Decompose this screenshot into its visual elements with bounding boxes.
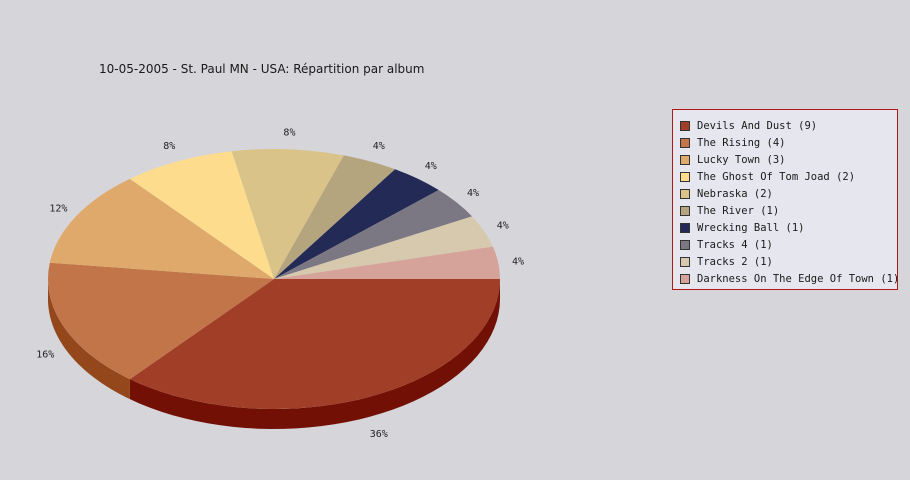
pie-tops bbox=[48, 149, 500, 409]
legend-label: Devils And Dust (9) bbox=[697, 119, 818, 132]
pie-slice-3 bbox=[49, 178, 275, 279]
pie-slice-4 bbox=[129, 151, 274, 279]
legend-label: Tracks 4 (1) bbox=[697, 238, 773, 251]
pie-slice-9 bbox=[274, 216, 493, 279]
legend-swatch bbox=[680, 137, 690, 148]
pie-percent-label-3: 12% bbox=[49, 204, 67, 215]
legend-item-8: Tracks 4 (1) bbox=[680, 236, 897, 253]
legend-item-9: Tracks 2 (1) bbox=[680, 253, 897, 270]
legend-swatch bbox=[680, 171, 690, 182]
legend-label: The Ghost Of Tom Joad (2) bbox=[697, 170, 856, 183]
pie-sides bbox=[48, 279, 500, 429]
legend-item-5: Nebraska (2) bbox=[680, 185, 897, 202]
pie-percent-label-7: 4% bbox=[425, 161, 437, 172]
pie-labels: 36% 16% 12% 8% 8% 4% 4% 4% 4% 4% bbox=[36, 127, 524, 440]
legend-swatch bbox=[680, 120, 690, 131]
legend-label: The Rising (4) bbox=[697, 136, 786, 149]
pie-percent-label-9: 4% bbox=[497, 221, 509, 232]
pie-percent-label-6: 4% bbox=[373, 141, 385, 152]
legend: Devils And Dust (9) The Rising (4) Lucky T… bbox=[672, 109, 900, 290]
legend-swatch bbox=[680, 239, 690, 250]
pie-slice-7 bbox=[274, 169, 439, 279]
pie-slice-2 bbox=[48, 262, 274, 380]
legend-label: Nebraska (2) bbox=[697, 187, 773, 200]
legend-swatch bbox=[680, 154, 690, 165]
pie-slice-5 bbox=[231, 149, 344, 279]
pie-slice-8 bbox=[274, 190, 473, 279]
legend-label: Lucky Town (3) bbox=[697, 153, 786, 166]
legend-swatch bbox=[680, 273, 690, 284]
legend-item-1: Devils And Dust (9) bbox=[680, 117, 897, 134]
pie-slice-side-2 bbox=[48, 279, 130, 400]
pie-percent-label-5: 8% bbox=[283, 127, 295, 138]
pie-percent-label-8: 4% bbox=[467, 188, 479, 199]
pie-slice-6 bbox=[274, 155, 396, 279]
legend-item-10: Darkness On The Edge Of Town (1) bbox=[680, 270, 900, 287]
legend-item-7: Wrecking Ball (1) bbox=[680, 219, 897, 236]
pie-slice-side-1 bbox=[129, 279, 500, 429]
legend-swatch bbox=[680, 188, 690, 199]
legend-swatch bbox=[680, 222, 690, 233]
legend-item-3: Lucky Town (3) bbox=[680, 151, 897, 168]
chart-title: 10-05-2005 - St. Paul MN - USA: Répartit… bbox=[99, 62, 425, 76]
legend-label: The River (1) bbox=[697, 204, 780, 217]
legend-swatch bbox=[680, 205, 690, 216]
pie-slice-1 bbox=[129, 279, 500, 409]
legend-item-4: The Ghost Of Tom Joad (2) bbox=[680, 168, 897, 185]
legend-item-2: The Rising (4) bbox=[680, 134, 897, 151]
legend-label: Darkness On The Edge Of Town (1) bbox=[697, 272, 900, 285]
legend-swatch bbox=[680, 256, 690, 267]
legend-item-6: The River (1) bbox=[680, 202, 897, 219]
pie-slice-10 bbox=[274, 246, 500, 279]
pie-percent-label-2: 16% bbox=[36, 349, 54, 360]
pie-percent-label-4: 8% bbox=[163, 141, 175, 152]
legend-label: Tracks 2 (1) bbox=[697, 255, 773, 268]
legend-label: Wrecking Ball (1) bbox=[697, 221, 805, 234]
pie-percent-label-10: 4% bbox=[512, 256, 524, 267]
pie-percent-label-1: 36% bbox=[370, 429, 388, 440]
